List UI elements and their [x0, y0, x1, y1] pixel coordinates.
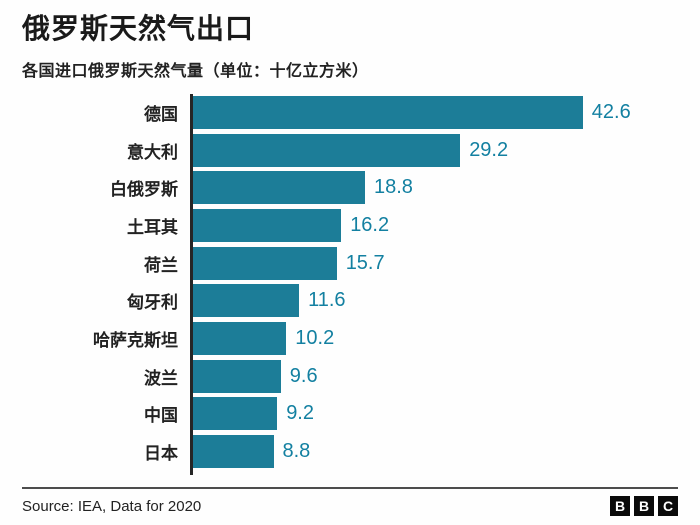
value-label: 9.6: [289, 364, 318, 387]
chart-row: 匈牙利 11.6: [22, 282, 678, 320]
chart-row: 荷兰 15.7: [22, 244, 678, 282]
plot-area: 29.2: [190, 131, 678, 169]
chart-row: 波兰 9.6: [22, 357, 678, 395]
bar: [193, 359, 281, 393]
category-label: 日本: [144, 444, 178, 464]
plot-area: 15.7: [190, 244, 678, 282]
category-label: 匈牙利: [127, 293, 178, 313]
category-label: 中国: [144, 406, 178, 426]
value-label: 11.6: [308, 289, 346, 312]
value-label: 18.8: [374, 176, 413, 199]
source-text: Source: IEA, Data for 2020: [22, 497, 202, 515]
bar: [193, 284, 300, 318]
bbc-logo-block: B: [634, 496, 654, 516]
chart-row: 哈萨克斯坦 10.2: [22, 320, 678, 358]
category-label: 白俄罗斯: [110, 180, 178, 200]
bar: [193, 95, 583, 129]
bar: [193, 133, 461, 167]
bar: [193, 246, 337, 280]
chart-row: 土耳其 16.2: [22, 207, 678, 245]
chart-row: 日本 8.8: [22, 433, 678, 471]
value-label: 9.2: [286, 402, 314, 425]
value-label: 10.2: [295, 327, 335, 350]
bar: [193, 435, 274, 469]
chart-header: 俄罗斯天然气出口 各国进口俄罗斯天然气量（单位：十亿立方米）: [0, 0, 700, 81]
chart-subtitle: 各国进口俄罗斯天然气量（单位：十亿立方米）: [22, 62, 369, 80]
category-label: 土耳其: [127, 218, 178, 237]
bar-chart: 德国 42.6 意大利 29.2 白俄罗斯 18.8 土耳其 16.2 荷兰 15.7 匈牙利 11.…: [22, 93, 678, 476]
bbc-logo-block: C: [658, 496, 678, 516]
category-label: 哈萨克斯坦: [93, 331, 178, 351]
bar: [193, 171, 365, 205]
bar: [193, 209, 342, 242]
chart-title: 俄罗斯天然气出口: [22, 13, 255, 44]
plot-area: 10.2: [190, 320, 678, 358]
plot-area: 42.6: [190, 94, 678, 132]
plot-area: 8.8: [190, 433, 678, 471]
value-label: 16.2: [350, 214, 390, 236]
value-label: 42.6: [591, 100, 631, 123]
category-label: 意大利: [127, 142, 178, 162]
category-label: 波兰: [144, 368, 178, 388]
plot-area: 16.2: [190, 207, 678, 245]
bar: [193, 322, 287, 356]
chart-row: 意大利 29.2: [22, 131, 678, 169]
chart-footer: Source: IEA, Data for 2020 B B C: [22, 487, 678, 516]
bar: [193, 397, 278, 431]
value-label: 8.8: [282, 440, 311, 463]
plot-area: 18.8: [190, 169, 678, 207]
chart-row: 白俄罗斯 18.8: [22, 169, 678, 207]
category-label: 荷兰: [144, 255, 178, 275]
y-axis-line: [190, 93, 193, 476]
chart-row: 德国 42.6: [22, 94, 678, 132]
value-label: 29.2: [469, 138, 509, 161]
plot-area: 9.6: [190, 357, 678, 395]
category-label: 德国: [144, 104, 178, 124]
plot-area: 11.6: [190, 282, 678, 320]
bbc-logo-block: B: [610, 496, 630, 516]
bbc-logo: B B C: [610, 496, 678, 516]
chart-row: 中国 9.2: [22, 395, 678, 433]
value-label: 15.7: [345, 251, 385, 274]
plot-area: 9.2: [190, 395, 678, 433]
